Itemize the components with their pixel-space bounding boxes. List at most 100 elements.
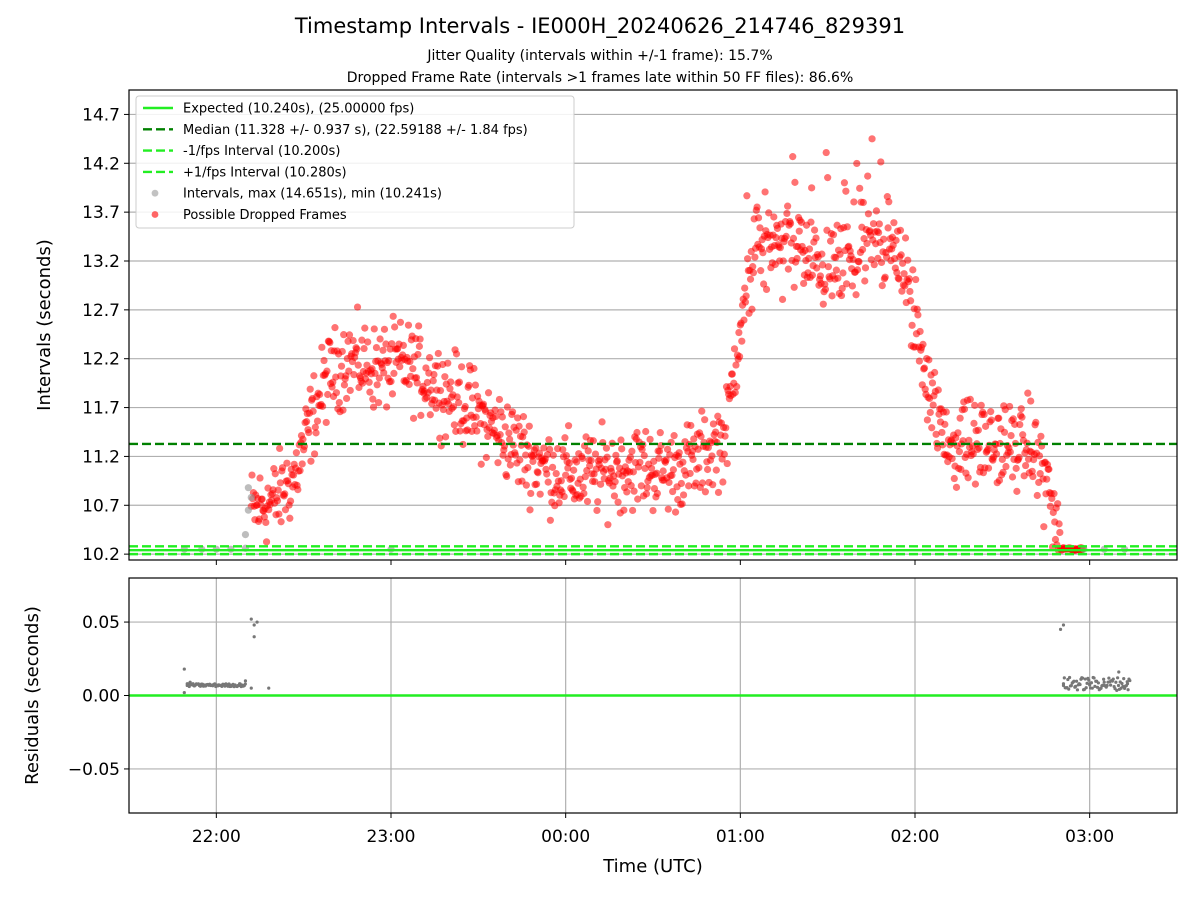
dropped-frame-point [992, 450, 1001, 458]
dropped-frame-point [928, 379, 937, 387]
dropped-frame-point [664, 505, 672, 513]
dropped-frame-point [370, 325, 378, 333]
dropped-frame-point [389, 312, 397, 320]
chart-subtitle-dropped: Dropped Frame Rate (intervals >1 frames … [346, 70, 854, 86]
dropped-frame-point [495, 395, 504, 404]
dropped-frame-point [822, 148, 830, 157]
dropped-frame-point [875, 228, 883, 237]
dropped-frame-point [610, 492, 619, 500]
dropped-frame-point [629, 506, 637, 515]
dropped-frame-point [952, 483, 961, 491]
dropped-frame-point [349, 336, 357, 345]
dropped-frame-point [987, 408, 995, 416]
dropped-frame-point [522, 451, 530, 459]
dropped-frame-point [324, 390, 332, 399]
dropped-frame-point [685, 482, 693, 490]
dropped-frame-point [546, 516, 554, 524]
dropped-frame-point [578, 454, 587, 463]
dropped-frame-point [369, 403, 378, 411]
dropped-frame-point [655, 454, 663, 462]
residual-point [1102, 677, 1106, 681]
dropped-frame-point [853, 159, 861, 168]
dropped-frame-point [498, 413, 506, 421]
dropped-frame-point [503, 472, 511, 481]
dropped-frame-point [977, 401, 985, 409]
dropped-frame-point [340, 381, 349, 389]
residuals-y-ticks: 0.05 0.00 −0.05 [68, 613, 129, 780]
dropped-frame-point [637, 482, 645, 490]
residual-point [182, 667, 186, 671]
dropped-frame-point [786, 219, 795, 228]
dropped-frame-point [591, 478, 599, 486]
dropped-frame-point [980, 410, 988, 418]
x-tick-label: 01:00 [716, 827, 765, 847]
dropped-frame-point [826, 237, 835, 245]
dropped-frame-point [756, 224, 764, 232]
residual-point [1114, 680, 1118, 684]
dropped-frame-point [956, 414, 964, 422]
residual-point [1095, 685, 1100, 689]
dropped-frame-point [656, 429, 664, 437]
dropped-frame-point [429, 377, 437, 385]
dropped-frame-point [853, 266, 862, 274]
dropped-frame-point [453, 393, 461, 401]
dropped-frame-point [839, 269, 847, 277]
residual-point [252, 635, 256, 639]
dropped-frame-point [286, 514, 294, 522]
dropped-frame-point [808, 271, 816, 279]
dropped-frame-point [1002, 462, 1010, 471]
dropped-frame-point [506, 435, 514, 443]
dropped-frame-point [653, 489, 661, 498]
residual-point [1126, 688, 1130, 692]
dropped-frame-point [1008, 473, 1017, 481]
dropped-frame-point [527, 489, 535, 498]
residuals-points [182, 617, 1132, 695]
dropped-frame-point [843, 223, 851, 231]
dropped-frame-point [662, 456, 670, 464]
dropped-frame-point [762, 285, 771, 294]
dropped-frame-point [1009, 415, 1017, 423]
dropped-frame-point [959, 437, 967, 445]
intervals-points [180, 135, 1129, 554]
dropped-frame-point [470, 364, 478, 373]
residual-point [1096, 681, 1100, 685]
dropped-frame-point [557, 477, 565, 485]
residual-point [1122, 676, 1126, 681]
dropped-frame-point [932, 430, 940, 438]
dropped-frame-point [669, 466, 677, 474]
dropped-frame-point [636, 458, 644, 466]
legend-box [135, 95, 575, 229]
dropped-frame-point [743, 192, 751, 200]
dropped-frame-point [640, 451, 648, 460]
dropped-frame-point [731, 388, 739, 397]
dropped-frame-point [765, 209, 773, 217]
dropped-frame-point [490, 426, 498, 434]
dropped-frame-point [444, 359, 452, 367]
residual-point [1120, 681, 1124, 686]
dropped-frame-point [1046, 502, 1054, 510]
x-tick-label: 03:00 [1065, 827, 1114, 847]
dropped-frame-point [761, 188, 769, 196]
dropped-frame-point [388, 340, 396, 348]
dropped-frame-point [409, 414, 418, 422]
residual-point [255, 620, 259, 624]
dropped-frame-point [526, 506, 534, 514]
dropped-frame-point [925, 356, 933, 364]
dropped-frame-point [446, 385, 454, 393]
dropped-frame-point [735, 328, 743, 337]
dropped-frame-point [805, 245, 814, 253]
dropped-frame-point [256, 474, 264, 482]
dropped-frame-point [784, 265, 792, 273]
dropped-frame-point [971, 401, 979, 409]
x-axis-label: Time (UTC) [602, 856, 703, 877]
dropped-frame-point [818, 250, 826, 258]
dropped-frame-point [387, 377, 395, 386]
dropped-frame-point [884, 224, 892, 232]
dropped-frame-point [1007, 432, 1015, 440]
dropped-frame-point [675, 449, 683, 457]
dropped-frame-point [593, 506, 601, 515]
dropped-frame-point [1040, 523, 1048, 531]
dropped-frame-point [981, 422, 990, 430]
residual-point [1083, 677, 1087, 681]
dropped-frame-point [614, 498, 622, 506]
